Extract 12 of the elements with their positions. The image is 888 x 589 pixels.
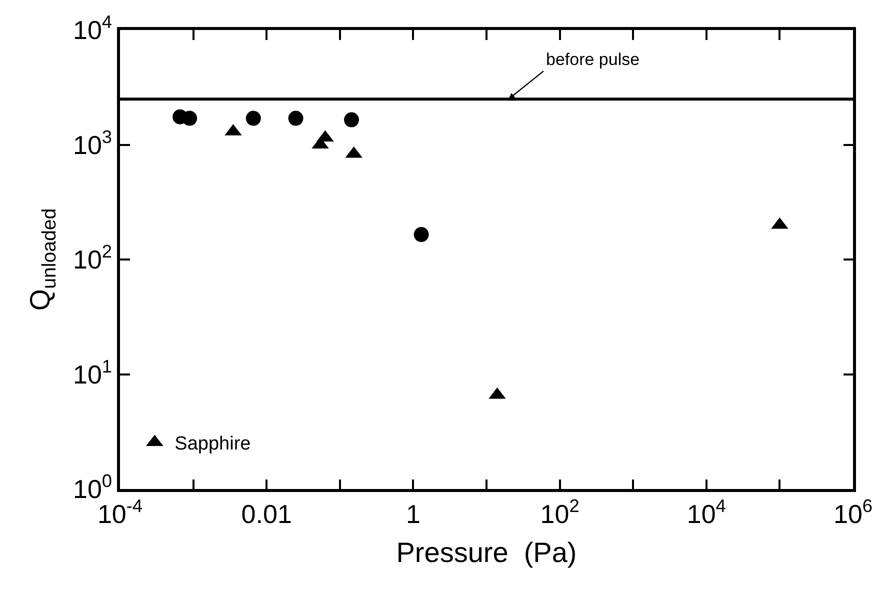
x-tick-label: 0.01 <box>241 498 292 529</box>
y-tick-label: 10$^{4}$ <box>73 12 112 46</box>
x-tick-label: 1 <box>406 498 420 529</box>
x-tick-label: 10$^{2}$ <box>540 496 580 529</box>
x-axis-title: Pressure (Pa) <box>396 537 577 568</box>
y-tick-label: 10$^{3}$ <box>73 126 112 160</box>
y-tick-label: 10$^{1}$ <box>73 356 112 390</box>
y-tick-label: 10$^{2}$ <box>73 242 112 275</box>
legend-label: Sapphire <box>174 434 251 455</box>
x-tick-label: 10$^{6}$ <box>833 496 873 529</box>
x-tick-label: 10$^{4}$ <box>686 496 726 529</box>
annotation: before pulse <box>546 50 640 69</box>
